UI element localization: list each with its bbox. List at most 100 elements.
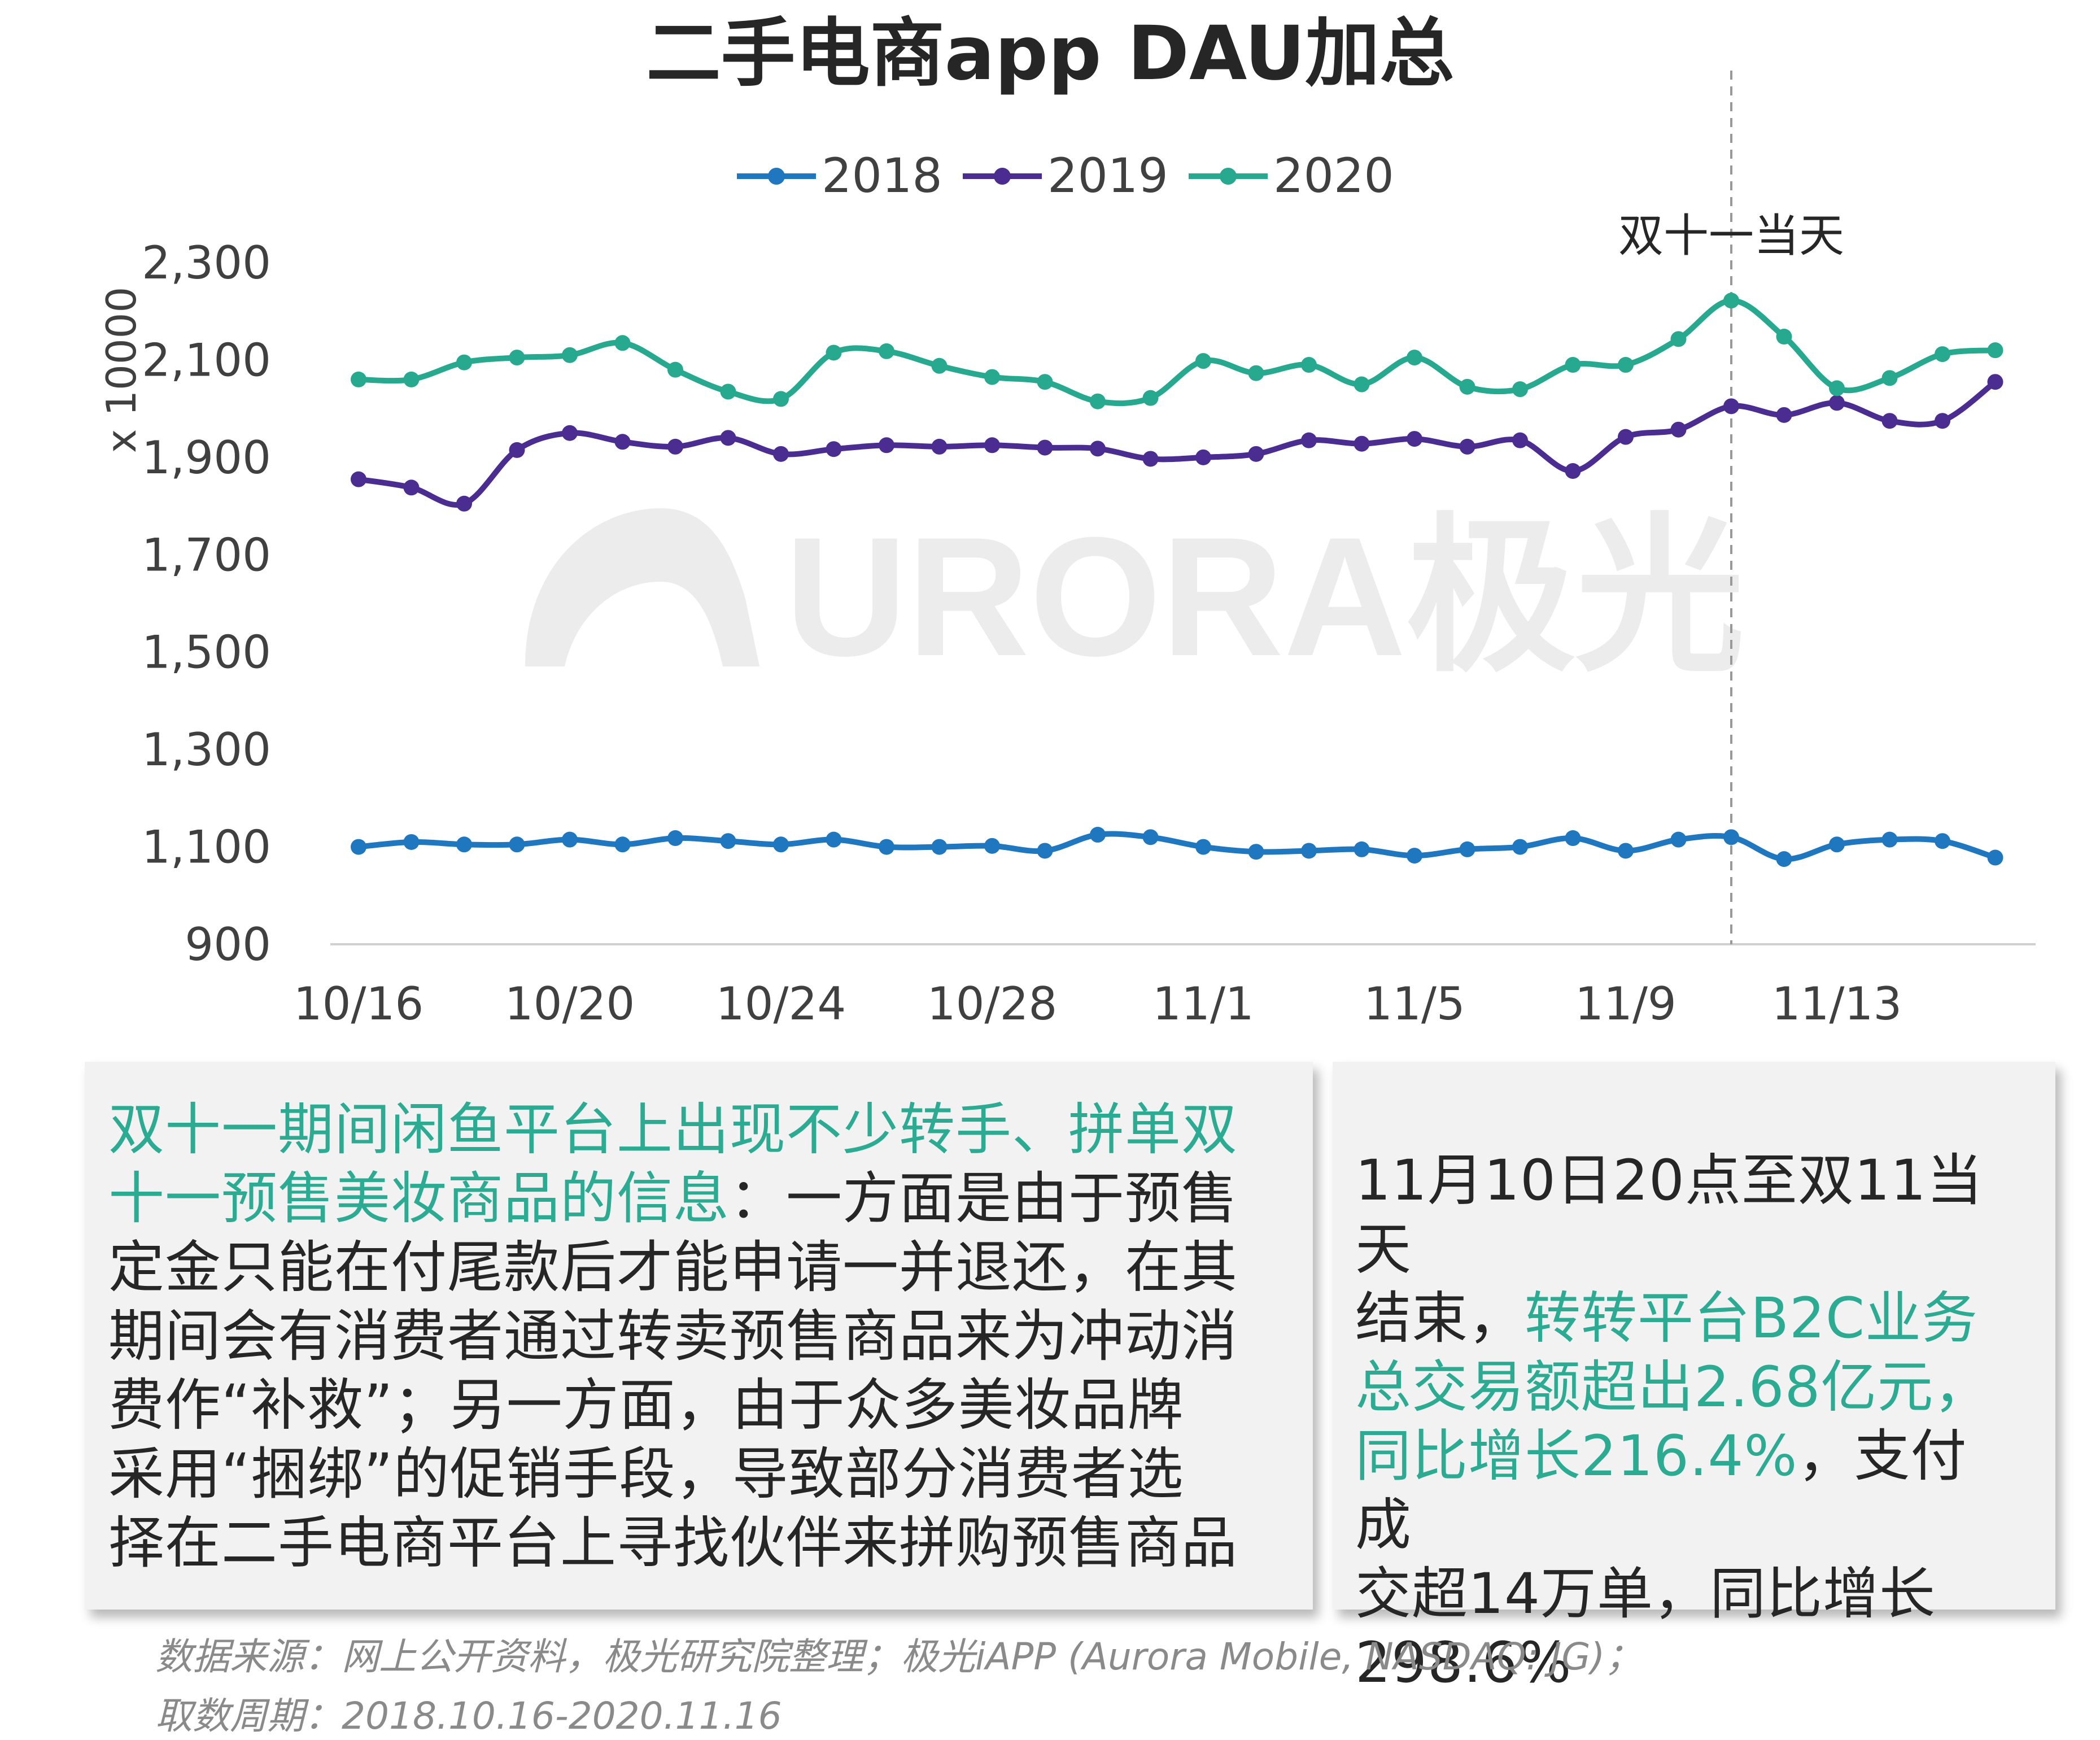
data-point-2020 (1090, 393, 1106, 409)
data-point-2019 (1142, 451, 1159, 467)
body-text: 11月10日20点至双11当天 (1355, 1148, 1983, 1282)
data-point-2018 (1935, 833, 1950, 849)
data-point-2018 (614, 836, 631, 853)
x-tick-label: 10/28 (927, 978, 1058, 1030)
x-tick-label: 11/9 (1575, 978, 1676, 1030)
data-point-2020 (1407, 350, 1422, 366)
data-point-2019 (1776, 407, 1792, 423)
series-line-2019 (358, 380, 1997, 508)
y-axis-label: x 10000 (98, 287, 145, 453)
data-point-2018 (1987, 849, 2003, 866)
series-group (351, 293, 2003, 867)
text-line: 十一预售美妆商品的信息：一方面是由于预售 (108, 1165, 1290, 1233)
legend-label-2020: 2020 (1273, 148, 1394, 203)
data-point-2018 (1512, 839, 1528, 855)
data-point-2020 (1301, 357, 1317, 373)
body-text: 采用“捆绑”的促销手段，导致部分消费者选 (108, 1442, 1184, 1507)
text-line: 298.6% (1355, 1629, 2022, 1698)
data-point-2018 (456, 836, 472, 853)
data-point-2019 (1354, 435, 1370, 452)
series-2019 (351, 374, 2003, 512)
data-point-2018 (509, 836, 525, 853)
data-point-2018 (1195, 839, 1211, 855)
y-tick-label: 1,900 (142, 431, 271, 484)
data-point-2019 (1829, 395, 1845, 411)
text-line: 采用“捆绑”的促销手段，导致部分消费者选 (108, 1440, 1290, 1509)
legend: 2018 2019 2020 (737, 148, 1394, 203)
data-point-2019 (1459, 438, 1475, 455)
body-text: ，支付成 (1355, 1424, 1967, 1558)
data-point-2020 (1935, 346, 1950, 363)
highlight-text: 同比增长216.4% (1355, 1424, 1798, 1489)
data-point-2019 (773, 446, 789, 462)
data-point-2019 (1670, 421, 1687, 438)
data-point-2019 (562, 425, 578, 441)
data-point-2020 (1829, 380, 1845, 396)
x-tick-label: 10/20 (505, 978, 635, 1030)
body-text: 费作“补救”；另一方面，由于众多美妆品牌 (108, 1373, 1184, 1438)
data-point-2019 (1301, 432, 1317, 448)
data-point-2020 (984, 369, 1000, 385)
data-point-2018 (562, 831, 578, 848)
body-text: 择在二手电商平台上寻找伙伴来拼购预售商品 (108, 1511, 1238, 1576)
data-point-2020 (1354, 376, 1370, 393)
data-point-2020 (667, 361, 683, 378)
text-line: 择在二手电商平台上寻找伙伴来拼购预售商品 (108, 1509, 1290, 1578)
data-point-2019 (1618, 429, 1634, 445)
data-point-2019 (667, 438, 683, 455)
data-point-2020 (614, 335, 631, 351)
data-point-2018 (1407, 848, 1422, 864)
data-point-2018 (720, 833, 736, 849)
highlight-text: 双十一期间闲鱼平台上出现不少转手、拼单双 (108, 1097, 1238, 1162)
data-point-2019 (456, 495, 472, 512)
text-line: 11月10日20点至双11当天 (1355, 1146, 2022, 1284)
double11-label: 双十一当天 (1618, 210, 1844, 262)
x-tick-label: 10/24 (716, 978, 846, 1030)
legend-marker-2018 (768, 168, 785, 185)
data-point-2020 (879, 343, 894, 359)
data-point-2018 (1354, 841, 1370, 857)
y-tick-label: 2,300 (142, 237, 271, 289)
data-point-2018 (351, 839, 366, 855)
data-point-2019 (403, 479, 420, 496)
series-2020 (351, 293, 2003, 409)
data-point-2020 (562, 347, 578, 363)
data-point-2019 (1248, 446, 1264, 462)
text-line: 同比增长216.4%，支付成 (1355, 1422, 2022, 1560)
data-point-2019 (1935, 413, 1950, 429)
body-text: 298.6% (1355, 1630, 1572, 1695)
data-point-2019 (879, 437, 894, 453)
data-point-2018 (1090, 827, 1106, 843)
y-tick-label: 1,100 (142, 821, 271, 874)
data-point-2019 (1090, 441, 1106, 457)
data-point-2020 (1881, 370, 1898, 386)
data-point-2020 (351, 371, 366, 387)
analysis-box-right: 11月10日20点至双11当天 结束，转转平台B2C业务 总交易额超出2.68亿元，… (1333, 1062, 2055, 1695)
data-point-2020 (1618, 357, 1634, 373)
text-line: 总交易额超出2.68亿元， (1355, 1353, 2022, 1422)
chart-title: 二手电商app DAU加总 (647, 10, 1455, 97)
footnote-period: 取数周期：2018.10.16-2020.11.16 (155, 1694, 782, 1738)
highlight-text: 总交易额超出2.68亿元， (1355, 1355, 1990, 1420)
y-tick-label: 1,700 (142, 529, 271, 581)
data-point-2018 (1618, 843, 1634, 859)
data-point-2020 (1459, 378, 1475, 395)
body-text: 定金只能在付尾款后才能申请一并退还，在其 (108, 1235, 1238, 1300)
body-text: 交超14万单，同比增长 (1355, 1562, 1936, 1626)
data-point-2019 (351, 471, 366, 487)
legend-label-2018: 2018 (822, 148, 942, 203)
data-point-2018 (1829, 836, 1845, 853)
data-point-2019 (614, 434, 631, 450)
x-tick-label: 10/16 (294, 978, 424, 1030)
body-text: 期间会有消费者通过转卖预售商品来为冲动消 (108, 1304, 1238, 1369)
x-tick-label: 11/1 (1152, 978, 1254, 1030)
series-line-2018 (358, 831, 1997, 862)
data-point-2020 (1776, 329, 1792, 345)
data-point-2018 (1881, 831, 1898, 848)
data-point-2018 (667, 830, 683, 847)
series-line-2020 (358, 298, 1996, 407)
dau-line-chart: URORA极光 二手电商app DAU加总 2018 2019 2020 x 100… (98, 10, 2036, 1030)
data-point-2020 (1037, 374, 1053, 390)
data-point-2020 (1670, 331, 1687, 347)
data-point-2019 (1881, 413, 1898, 429)
